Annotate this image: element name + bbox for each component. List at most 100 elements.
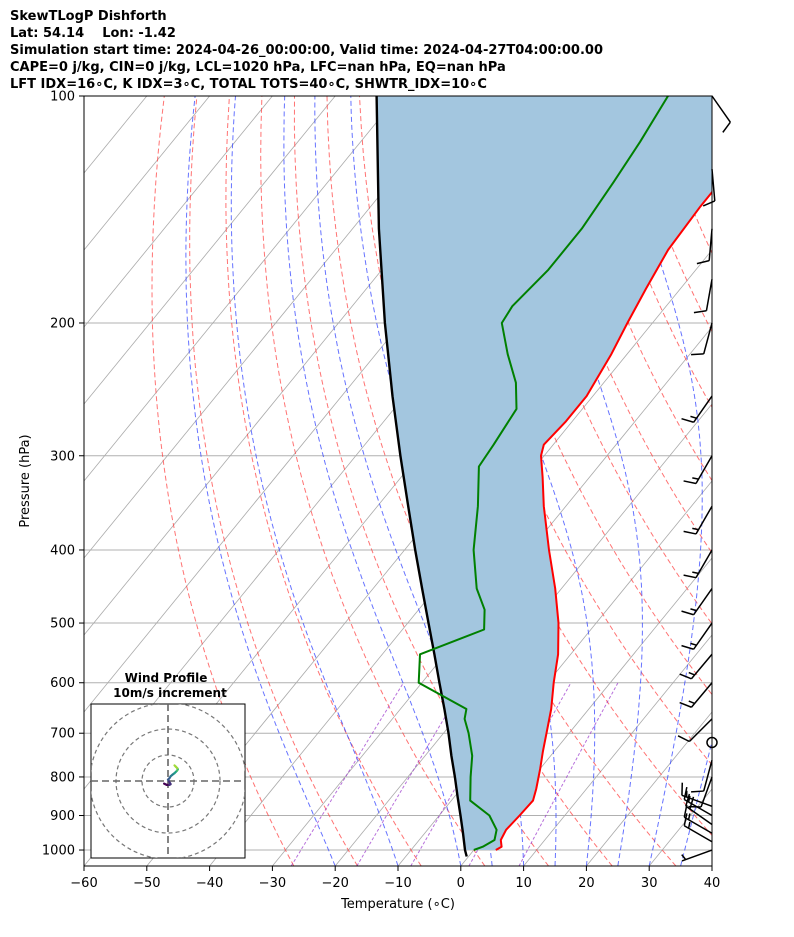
location-line: Lat: 54.14 Lon: -1.42	[10, 26, 176, 41]
barb-staff	[683, 816, 713, 834]
x-axis-label: Temperature (∘C)	[340, 897, 455, 912]
dry-adiabat-line	[684, 96, 712, 172]
barb-half-flag	[687, 795, 691, 803]
isotherm-line	[84, 96, 399, 482]
barb-half-flag	[690, 415, 697, 419]
barb-staff	[711, 169, 716, 202]
dry-adiabat-line	[717, 96, 794, 866]
x-tick-label: −40	[196, 876, 223, 891]
x-tick-label: 0	[457, 876, 465, 891]
wind-barb	[683, 813, 713, 843]
barb-staff	[693, 622, 713, 650]
barb-flag	[685, 793, 691, 807]
barb-flag	[696, 259, 710, 265]
barb-flag	[722, 121, 731, 133]
x-tick-label: 40	[704, 876, 721, 891]
y-tick-label: 400	[50, 543, 75, 558]
isotherm-line	[586, 711, 712, 866]
cape-area	[376, 96, 712, 850]
wind-barbs	[677, 95, 731, 862]
x-tick-label: 10	[515, 876, 532, 891]
barb-staff	[705, 279, 713, 311]
wind-barb	[681, 782, 713, 808]
dry-adiabat-line	[521, 96, 712, 554]
wind-barb	[681, 849, 713, 862]
barb-half-flag	[692, 527, 699, 531]
wind-barb	[696, 228, 713, 265]
moist-adiabat-line	[283, 96, 462, 866]
moist-adiabat-line	[230, 96, 399, 866]
mixing-ratio-line	[290, 682, 404, 866]
y-tick-label: 800	[50, 770, 75, 785]
isotherm-line	[272, 326, 712, 866]
y-tick-label: 600	[50, 676, 75, 691]
calm-wind-circle	[706, 736, 718, 749]
y-tick-label: 500	[50, 617, 75, 632]
barb-staff	[708, 228, 713, 261]
dry-adiabat-line	[750, 96, 794, 866]
wind-barb	[691, 759, 713, 793]
barb-half-flag	[687, 813, 691, 820]
chart-title: SkewTLogP Dishforth	[10, 9, 167, 24]
dry-adiabat-line	[391, 96, 712, 837]
barb-staff	[685, 805, 713, 826]
barb-half-flag	[688, 700, 695, 705]
barb-staff	[693, 588, 713, 616]
barb-staff	[690, 682, 713, 708]
barb-staff	[695, 455, 713, 484]
wind-barb	[691, 322, 713, 356]
wind-barb	[683, 549, 713, 579]
barb-half-flag	[681, 854, 687, 861]
isotherm-line	[460, 557, 712, 866]
x-tick-label: −60	[70, 876, 97, 891]
cape-shading	[376, 96, 712, 850]
barb-flag	[683, 786, 688, 800]
isotherm-line	[84, 96, 462, 559]
barb-staff	[688, 718, 713, 743]
wind-barb	[683, 455, 713, 485]
barb-flag	[683, 530, 697, 535]
barb-flag	[677, 735, 690, 743]
hodograph-segment	[173, 764, 177, 768]
axes: −60 −50 −40 −30 −20 −10 0 10 20 30 40 100 200 300 400 5…	[42, 90, 720, 892]
wind-barb	[683, 505, 713, 535]
chart-title-block: SkewTLogP Dishforth Lat: 54.14 Lon: -1.4…	[10, 8, 603, 93]
x-tick-label: 20	[578, 876, 595, 891]
y-tick-label: 300	[50, 449, 75, 464]
barb-flag	[681, 417, 694, 423]
wind-barb	[693, 279, 713, 314]
barb-half-flag	[692, 477, 699, 480]
dry-adiabat-line	[151, 96, 295, 866]
y-tick-label: 1000	[42, 844, 75, 859]
parcel-profile-line	[375, 96, 468, 857]
cape-line: CAPE=0 j/kg, CIN=0 j/kg, LCL=1020 hPa, L…	[10, 60, 506, 75]
moist-adiabat-line	[610, 96, 703, 866]
wind-barb	[681, 588, 713, 616]
y-tick-label: 100	[50, 90, 75, 105]
hodograph-title: Wind Profile	[125, 671, 208, 685]
isotherm-line	[84, 96, 273, 328]
x-tick-label: −50	[133, 876, 160, 891]
index-line: LFT IDX=16∘C, K IDX=3∘C, TOTAL TOTS=40∘C…	[10, 77, 487, 92]
x-tick-label: −30	[259, 876, 286, 891]
y-tick-label: 900	[50, 809, 75, 824]
hodograph: Wind Profile 10m/s increment	[90, 671, 246, 859]
barb-staff	[695, 549, 713, 579]
isotherm-line	[84, 96, 85, 97]
isotherm-line	[711, 865, 712, 866]
moist-adiabat-line	[518, 96, 643, 866]
isotherm-line	[84, 96, 336, 405]
barb-flag	[691, 790, 704, 793]
wind-barb	[681, 622, 713, 650]
dry-adiabat-line	[326, 96, 613, 866]
dewpoint-line	[417, 96, 669, 851]
moist-adiabat-line	[185, 96, 336, 866]
dry-adiabat-line	[489, 96, 712, 625]
wind-barb	[688, 776, 713, 808]
wind-barb	[702, 169, 716, 207]
y-axis-label: Pressure (hPa)	[18, 434, 33, 527]
barb-half-flag	[687, 821, 691, 829]
temperature-line	[495, 190, 712, 851]
x-tick-label: 30	[641, 876, 658, 891]
